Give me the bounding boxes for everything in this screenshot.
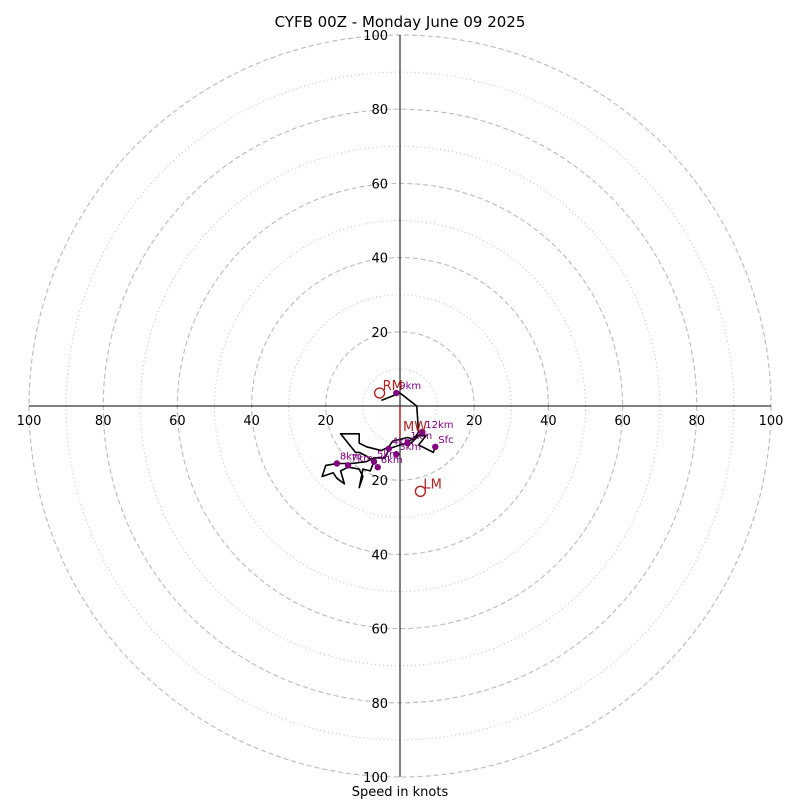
tick-label-east-40: 40 [540, 414, 557, 429]
tick-label-south-60: 60 [371, 623, 388, 638]
height-point-9km [393, 389, 400, 397]
height-point-label-8km: 8km [340, 452, 362, 463]
tick-label-north-60: 60 [371, 177, 388, 192]
height-point-4km [385, 445, 393, 452]
tick-label-south-20: 20 [371, 474, 388, 489]
height-point-1km [404, 439, 411, 447]
height-point-label-7km: 7km [351, 453, 373, 464]
height-point-label-1km: 1km [410, 431, 432, 442]
tick-label-south-40: 40 [371, 548, 388, 563]
height-point-label-3km: 3km [399, 442, 421, 453]
tick-label-south-80: 80 [371, 697, 388, 712]
marker-lm [414, 485, 427, 498]
height-point-label-5km: 5km [377, 450, 399, 461]
height-point-12km [419, 428, 426, 436]
tick-label-west-40: 40 [243, 414, 260, 429]
height-point-8km [333, 460, 341, 467]
height-point-3km [393, 451, 400, 458]
tick-label-north-40: 40 [371, 252, 388, 267]
height-point-label-9km: 9km [399, 381, 421, 392]
tick-label-east-20: 20 [466, 414, 483, 429]
height-point-6km [374, 464, 381, 471]
height-point-label-Sfc: Sfc [438, 435, 453, 446]
marker-label-rm: RM [383, 379, 403, 394]
height-point-label-6km: 6km [381, 455, 403, 466]
height-point-7km [344, 462, 352, 469]
tick-label-west-100: 100 [17, 414, 42, 429]
tick-label-south-100: 100 [363, 771, 388, 786]
marker-label-lm: LM [423, 477, 441, 492]
storm-motion-markers: RM LM MW [373, 379, 442, 498]
tick-label-north-80: 80 [371, 103, 388, 118]
tick-label-north-100: 100 [363, 29, 388, 44]
tick-label-east-100: 100 [759, 414, 784, 429]
tick-label-north-20: 20 [371, 326, 388, 341]
height-point-5km [370, 458, 378, 465]
marker-label-mw: MW [403, 420, 427, 435]
marker-rm [373, 387, 386, 399]
chart-title: CYFB 00Z - Monday June 09 2025 [275, 13, 526, 31]
height-point-label-12km: 12km [425, 420, 453, 431]
height-point-Sfc [432, 443, 439, 451]
x-axis-label: Speed in knots [352, 785, 449, 800]
tick-labels: 20 20 20 20 40 40 40 40 60 60 60 60 80 80 80 80 100 100 10… [17, 29, 784, 786]
tick-label-west-80: 80 [95, 414, 112, 429]
height-point-label-4km: 4km [392, 437, 414, 448]
tick-label-east-60: 60 [614, 414, 631, 429]
tick-label-west-20: 20 [318, 414, 335, 429]
tick-label-east-80: 80 [689, 414, 706, 429]
tick-label-west-60: 60 [169, 414, 186, 429]
